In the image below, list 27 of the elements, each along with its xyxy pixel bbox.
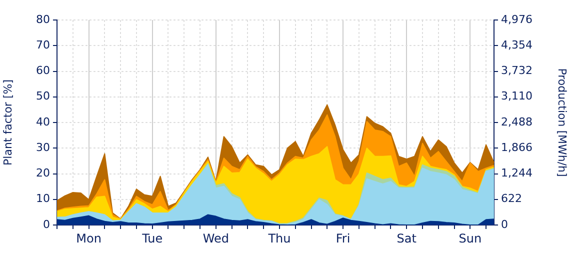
y2-tick-label: 1,244 (501, 166, 532, 180)
y-tick-label: 0 (43, 218, 50, 231)
y2-tick-label: 4,354 (501, 38, 532, 52)
x-tick-label: Wed (202, 231, 229, 246)
y-tick-label: 70 (36, 38, 50, 52)
y2-tick-label: 3,732 (501, 64, 532, 78)
y-tick-label: 20 (36, 166, 50, 180)
y2-tick-label: 2,488 (501, 115, 532, 128)
x-tick-label: Fri (336, 231, 350, 246)
x-tick-label: Mon (76, 231, 102, 246)
y-tick-label: 40 (36, 115, 50, 128)
y2-tick-label: 1,866 (501, 140, 532, 154)
y-tick-label: 30 (36, 140, 50, 154)
y-tick-label: 50 (36, 90, 50, 103)
y-axis-title: Plant factor [%] (1, 80, 14, 166)
x-tick-label: Sun (458, 231, 482, 246)
y2-axis-title: Production [MWh/h] (556, 68, 569, 177)
y2-tick-label: 3,110 (501, 90, 532, 103)
y2-tick-label: 4,976 (501, 12, 532, 26)
y-tick-label: 10 (36, 192, 50, 206)
y-tick-label: 80 (36, 12, 50, 26)
x-tick-label: Sat (396, 231, 417, 246)
y2-tick-label: 0 (501, 218, 508, 231)
y2-tick-label: 622 (501, 192, 522, 206)
x-tick-label: Tue (141, 231, 163, 246)
x-tick-label: Thu (267, 231, 291, 246)
y-tick-label: 60 (36, 64, 50, 78)
